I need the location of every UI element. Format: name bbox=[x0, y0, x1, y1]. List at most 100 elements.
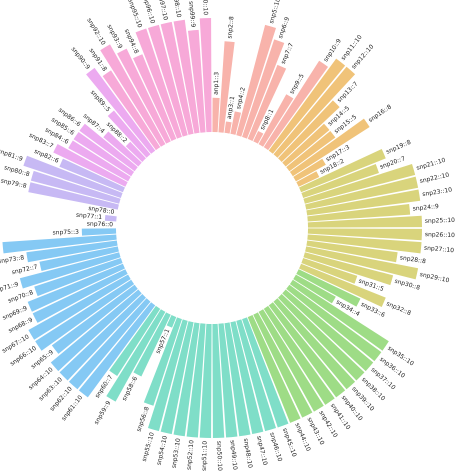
bar-29 bbox=[305, 246, 419, 280]
bar-26 bbox=[307, 228, 422, 241]
bar-23 bbox=[306, 189, 421, 216]
bar-label-27: snp27::10 bbox=[424, 245, 455, 255]
bar-label-47: snp47::10 bbox=[255, 435, 268, 466]
bar-88 bbox=[125, 141, 146, 162]
bar-47 bbox=[230, 321, 264, 435]
bar-5 bbox=[236, 24, 277, 137]
bar-74 bbox=[2, 234, 117, 254]
bar-60 bbox=[109, 305, 161, 377]
bar-label-28: snp28::8 bbox=[399, 254, 426, 265]
bar-label-96: snp96::10 bbox=[141, 0, 156, 25]
bar-28 bbox=[306, 240, 398, 263]
bar-label-79: snp79::8 bbox=[0, 177, 27, 190]
bar-86 bbox=[79, 123, 138, 172]
bar-label-16: snp16::8 bbox=[367, 103, 393, 124]
bar-12 bbox=[273, 66, 356, 158]
bar-17 bbox=[293, 158, 326, 182]
bar-59 bbox=[106, 309, 166, 402]
bar-91 bbox=[102, 70, 161, 151]
bar-52 bbox=[186, 323, 206, 438]
bar-label-10: snp10::9 bbox=[322, 37, 343, 63]
bar-label-22: snp22::10 bbox=[419, 172, 450, 185]
bar-label-99: snp99::9 bbox=[187, 1, 196, 28]
bar-65 bbox=[51, 284, 138, 354]
bar-56 bbox=[143, 317, 182, 406]
bar-label-45: snp45::10 bbox=[281, 427, 298, 458]
bar-9 bbox=[258, 94, 294, 147]
bar-14 bbox=[282, 123, 330, 167]
bar-label-1: anp1::3 bbox=[213, 72, 221, 95]
bar-27 bbox=[307, 234, 422, 254]
bar-7 bbox=[247, 64, 287, 141]
bar-8 bbox=[253, 131, 264, 144]
bar-99 bbox=[187, 29, 206, 133]
bar-80 bbox=[30, 170, 121, 204]
bar-62 bbox=[68, 298, 151, 390]
bar-16 bbox=[289, 118, 370, 177]
bar-48 bbox=[224, 322, 251, 437]
bar-label-24: snp24::9 bbox=[412, 203, 439, 212]
bar-77 bbox=[104, 215, 117, 222]
bar-35 bbox=[289, 279, 389, 351]
bar-66 bbox=[35, 279, 135, 351]
bar-label-5: snp5::10 bbox=[268, 0, 282, 24]
bars-layer bbox=[2, 18, 422, 438]
bar-label-50: snp50::10 bbox=[215, 441, 223, 471]
bar-55 bbox=[147, 319, 188, 432]
bar-96 bbox=[147, 24, 188, 137]
bar-72 bbox=[39, 246, 119, 271]
bar-33 bbox=[296, 269, 361, 307]
bar-42 bbox=[258, 309, 324, 412]
bar-1 bbox=[212, 97, 220, 133]
bar-label-29: snp29::10 bbox=[419, 271, 450, 284]
bar-15 bbox=[286, 130, 336, 172]
bar-90 bbox=[86, 67, 156, 154]
bar-40 bbox=[268, 302, 346, 398]
bar-6 bbox=[242, 39, 285, 139]
bar-43 bbox=[253, 312, 313, 418]
bar-label-4: snp4::2 bbox=[235, 86, 247, 110]
bar-label-19: snp19::8 bbox=[385, 139, 412, 156]
bar-71 bbox=[19, 252, 121, 289]
bar-81 bbox=[23, 155, 123, 198]
bar-label-2: snp2::8 bbox=[226, 16, 235, 39]
bar-82 bbox=[59, 158, 125, 193]
bar-39 bbox=[273, 298, 356, 390]
bar-10 bbox=[263, 60, 329, 151]
bar-44 bbox=[247, 315, 301, 423]
bar-label-52: snp52::10 bbox=[186, 440, 196, 471]
bar-69 bbox=[27, 263, 125, 312]
bar-38 bbox=[278, 294, 365, 381]
bar-54 bbox=[160, 321, 194, 435]
bar-label-98: snp98::10 bbox=[171, 0, 183, 18]
bar-label-6: snp6::9 bbox=[277, 16, 291, 40]
bar-63 bbox=[59, 294, 146, 381]
bar-4 bbox=[230, 111, 242, 135]
bar-label-46: snp46::10 bbox=[268, 432, 283, 463]
bar-label-71: snp71::9 bbox=[0, 281, 20, 295]
bar-51 bbox=[199, 323, 212, 438]
bar-41 bbox=[263, 305, 335, 405]
bar-67 bbox=[28, 274, 131, 340]
bar-label-51: snp51::10 bbox=[201, 441, 209, 471]
bar-34 bbox=[293, 274, 336, 304]
bar-11 bbox=[268, 58, 346, 154]
bar-label-97: snp97::10 bbox=[156, 0, 169, 21]
bar-45 bbox=[242, 317, 289, 428]
bar-label-78: snp78::0 bbox=[88, 205, 115, 216]
bar-84 bbox=[68, 140, 131, 182]
bar-36 bbox=[286, 284, 382, 362]
bar-label-56: snp56::8 bbox=[135, 406, 151, 433]
bar-73 bbox=[26, 240, 118, 263]
bar-label-55: snp55::10 bbox=[141, 431, 156, 462]
bar-2 bbox=[218, 41, 235, 133]
bar-100 bbox=[199, 18, 212, 133]
bar-94 bbox=[133, 54, 177, 141]
bar-95 bbox=[135, 28, 182, 139]
bar-label-32: snp32::8 bbox=[385, 300, 412, 317]
bar-label-95: snp95::10 bbox=[126, 0, 143, 29]
bar-57 bbox=[166, 315, 177, 328]
bar-label-23: snp23::10 bbox=[422, 186, 453, 198]
bar-24 bbox=[307, 203, 411, 222]
